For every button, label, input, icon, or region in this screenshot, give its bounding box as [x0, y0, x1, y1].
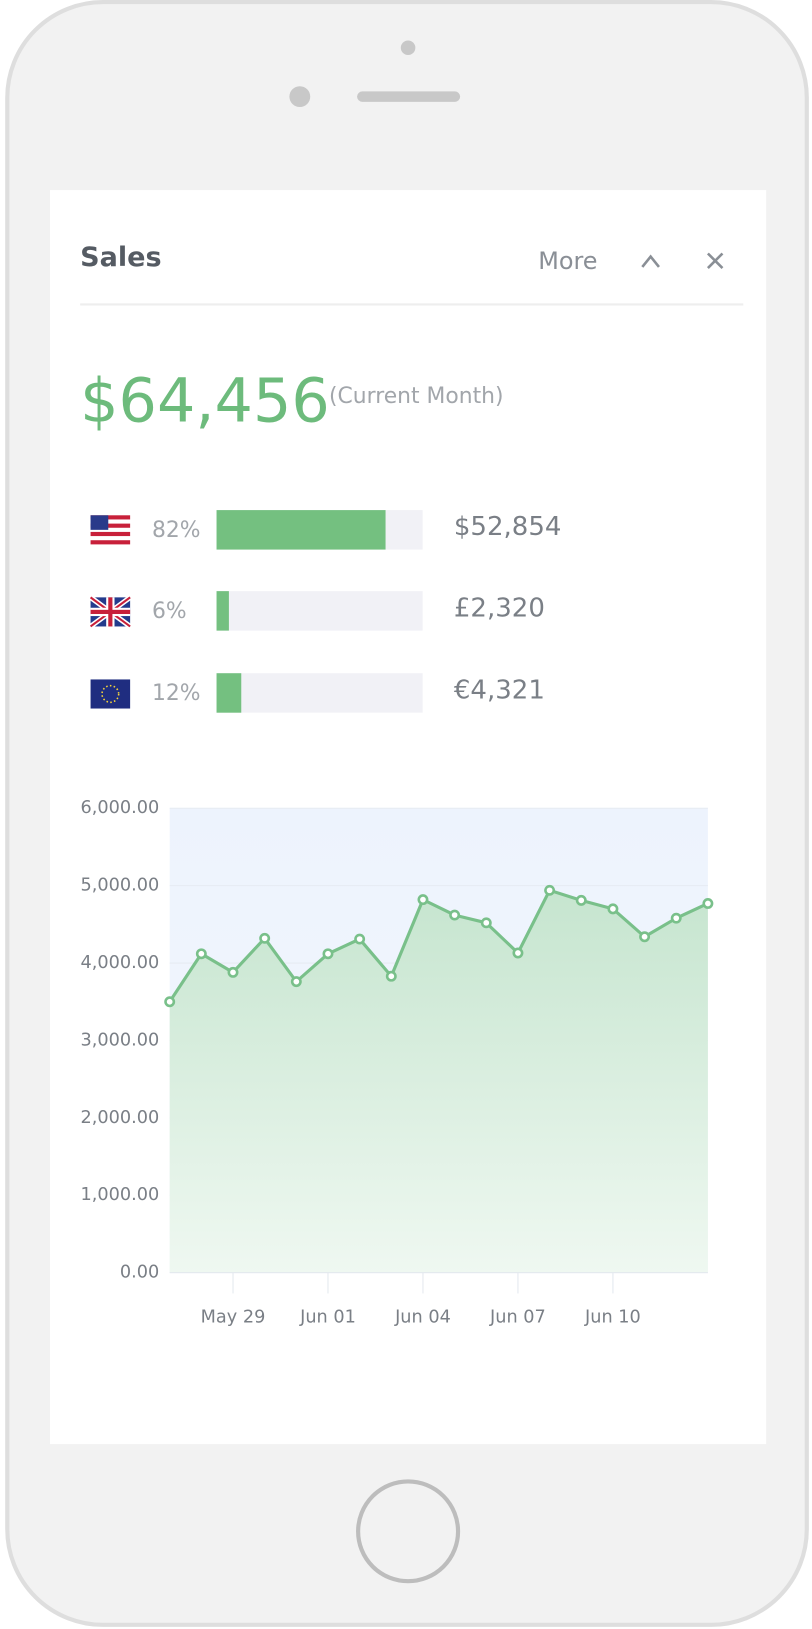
bar-track [216, 591, 423, 631]
point [449, 909, 461, 921]
point [575, 894, 587, 906]
country-amount: £2,320 [454, 593, 545, 623]
more-button[interactable]: More [538, 247, 597, 275]
bar-track [216, 673, 423, 713]
y-tick-label: 2,000.00 [81, 1108, 160, 1128]
country-amount: €4,321 [454, 675, 545, 705]
point [639, 931, 651, 943]
point [417, 894, 429, 906]
country-breakdown: 82% $52,854 6% £2,320 12% €4,321 [152, 510, 561, 713]
sensor [400, 40, 416, 56]
x-tick-label: Jun 01 [299, 1307, 356, 1327]
area [169, 890, 708, 1273]
y-tick-label: 5,000.00 [81, 876, 160, 896]
x-tick-label: Jun 04 [394, 1307, 451, 1327]
x-tick-label: Jun 10 [584, 1307, 641, 1327]
speaker [357, 91, 461, 102]
x-tick-label: May 29 [201, 1307, 266, 1327]
point [322, 948, 334, 960]
total-amount: $64,456 [80, 367, 330, 437]
collapse-button[interactable] [641, 254, 660, 268]
y-tick-label: 6,000.00 [81, 798, 160, 818]
line [168, 888, 709, 1003]
point [512, 947, 524, 959]
point [544, 884, 556, 896]
sales-chart: 0.00 1,000.00 2,000.00 3,000.00 4,000.00 5,00… [81, 798, 714, 1327]
total-period: (Current Month) [329, 384, 504, 409]
y-tick-label: 0.00 [120, 1263, 159, 1283]
country-percent: 12% [152, 681, 201, 706]
point [195, 948, 207, 960]
point [164, 996, 176, 1008]
country-amount: $52,854 [454, 512, 562, 542]
y-tick-label: 1,000.00 [81, 1185, 160, 1205]
country-percent: 82% [152, 518, 201, 543]
point [227, 966, 239, 978]
point [354, 933, 366, 945]
bar [216, 510, 386, 550]
point [607, 903, 619, 915]
point [290, 976, 302, 988]
x-tick-label: Jun 07 [489, 1307, 546, 1327]
bar [216, 591, 229, 631]
home-button[interactable] [356, 1479, 461, 1584]
point [702, 898, 714, 909]
camera [289, 86, 311, 108]
close-button[interactable] [706, 252, 724, 269]
y-tick-label: 4,000.00 [81, 953, 160, 973]
widget-title: Sales [80, 242, 161, 273]
y-tick-label: 3,000.00 [81, 1030, 160, 1050]
country-percent: 6% [152, 599, 187, 624]
flag-uk [89, 595, 132, 629]
point [259, 932, 271, 944]
point [670, 912, 682, 924]
flag-eu [90, 679, 131, 709]
point [480, 917, 492, 929]
flag-us [90, 515, 131, 545]
point [385, 970, 397, 982]
bar [216, 673, 242, 713]
